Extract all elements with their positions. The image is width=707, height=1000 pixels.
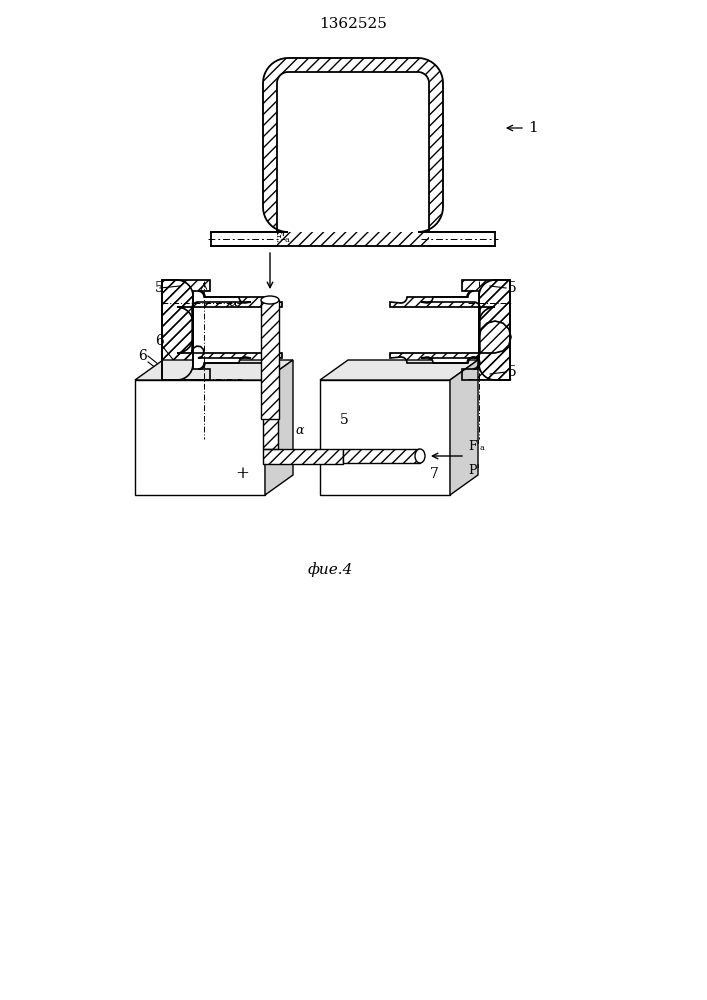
Ellipse shape: [261, 296, 279, 304]
Polygon shape: [320, 360, 478, 380]
Polygon shape: [263, 369, 278, 449]
Text: 7: 7: [430, 467, 439, 481]
Text: фие.4: фие.4: [308, 563, 353, 577]
Polygon shape: [450, 360, 478, 495]
Polygon shape: [135, 360, 293, 380]
Text: 6: 6: [155, 334, 164, 348]
Text: +: +: [235, 464, 249, 482]
Text: Фиг.3: Фиг.3: [329, 470, 378, 487]
Text: 5: 5: [508, 281, 517, 295]
Polygon shape: [390, 280, 511, 380]
Polygon shape: [192, 300, 251, 369]
Polygon shape: [390, 280, 510, 380]
Polygon shape: [261, 300, 279, 419]
Text: 5: 5: [155, 281, 164, 295]
Text: 6: 6: [138, 349, 147, 363]
Text: 5: 5: [340, 413, 349, 427]
Text: 1: 1: [528, 121, 538, 135]
Polygon shape: [211, 58, 495, 246]
Polygon shape: [265, 360, 293, 495]
Polygon shape: [263, 449, 343, 464]
Text: 1362525: 1362525: [319, 17, 387, 31]
Text: P': P': [468, 464, 480, 477]
Text: F'ₐ: F'ₐ: [273, 232, 290, 245]
Text: α: α: [228, 295, 238, 309]
Polygon shape: [421, 291, 480, 360]
Polygon shape: [192, 291, 251, 360]
Text: ρ: ρ: [265, 442, 272, 454]
Polygon shape: [135, 380, 265, 495]
Text: α: α: [295, 424, 303, 436]
Text: 5: 5: [155, 365, 164, 379]
Polygon shape: [421, 300, 480, 369]
Polygon shape: [429, 232, 495, 246]
Ellipse shape: [415, 449, 425, 463]
Polygon shape: [343, 449, 420, 463]
Polygon shape: [211, 232, 277, 246]
Text: 5: 5: [508, 365, 517, 379]
Polygon shape: [320, 380, 450, 495]
Polygon shape: [162, 280, 282, 380]
Polygon shape: [162, 280, 282, 380]
Text: α: α: [195, 366, 204, 380]
Polygon shape: [277, 72, 429, 232]
Text: F'ₐ: F'ₐ: [468, 440, 485, 453]
